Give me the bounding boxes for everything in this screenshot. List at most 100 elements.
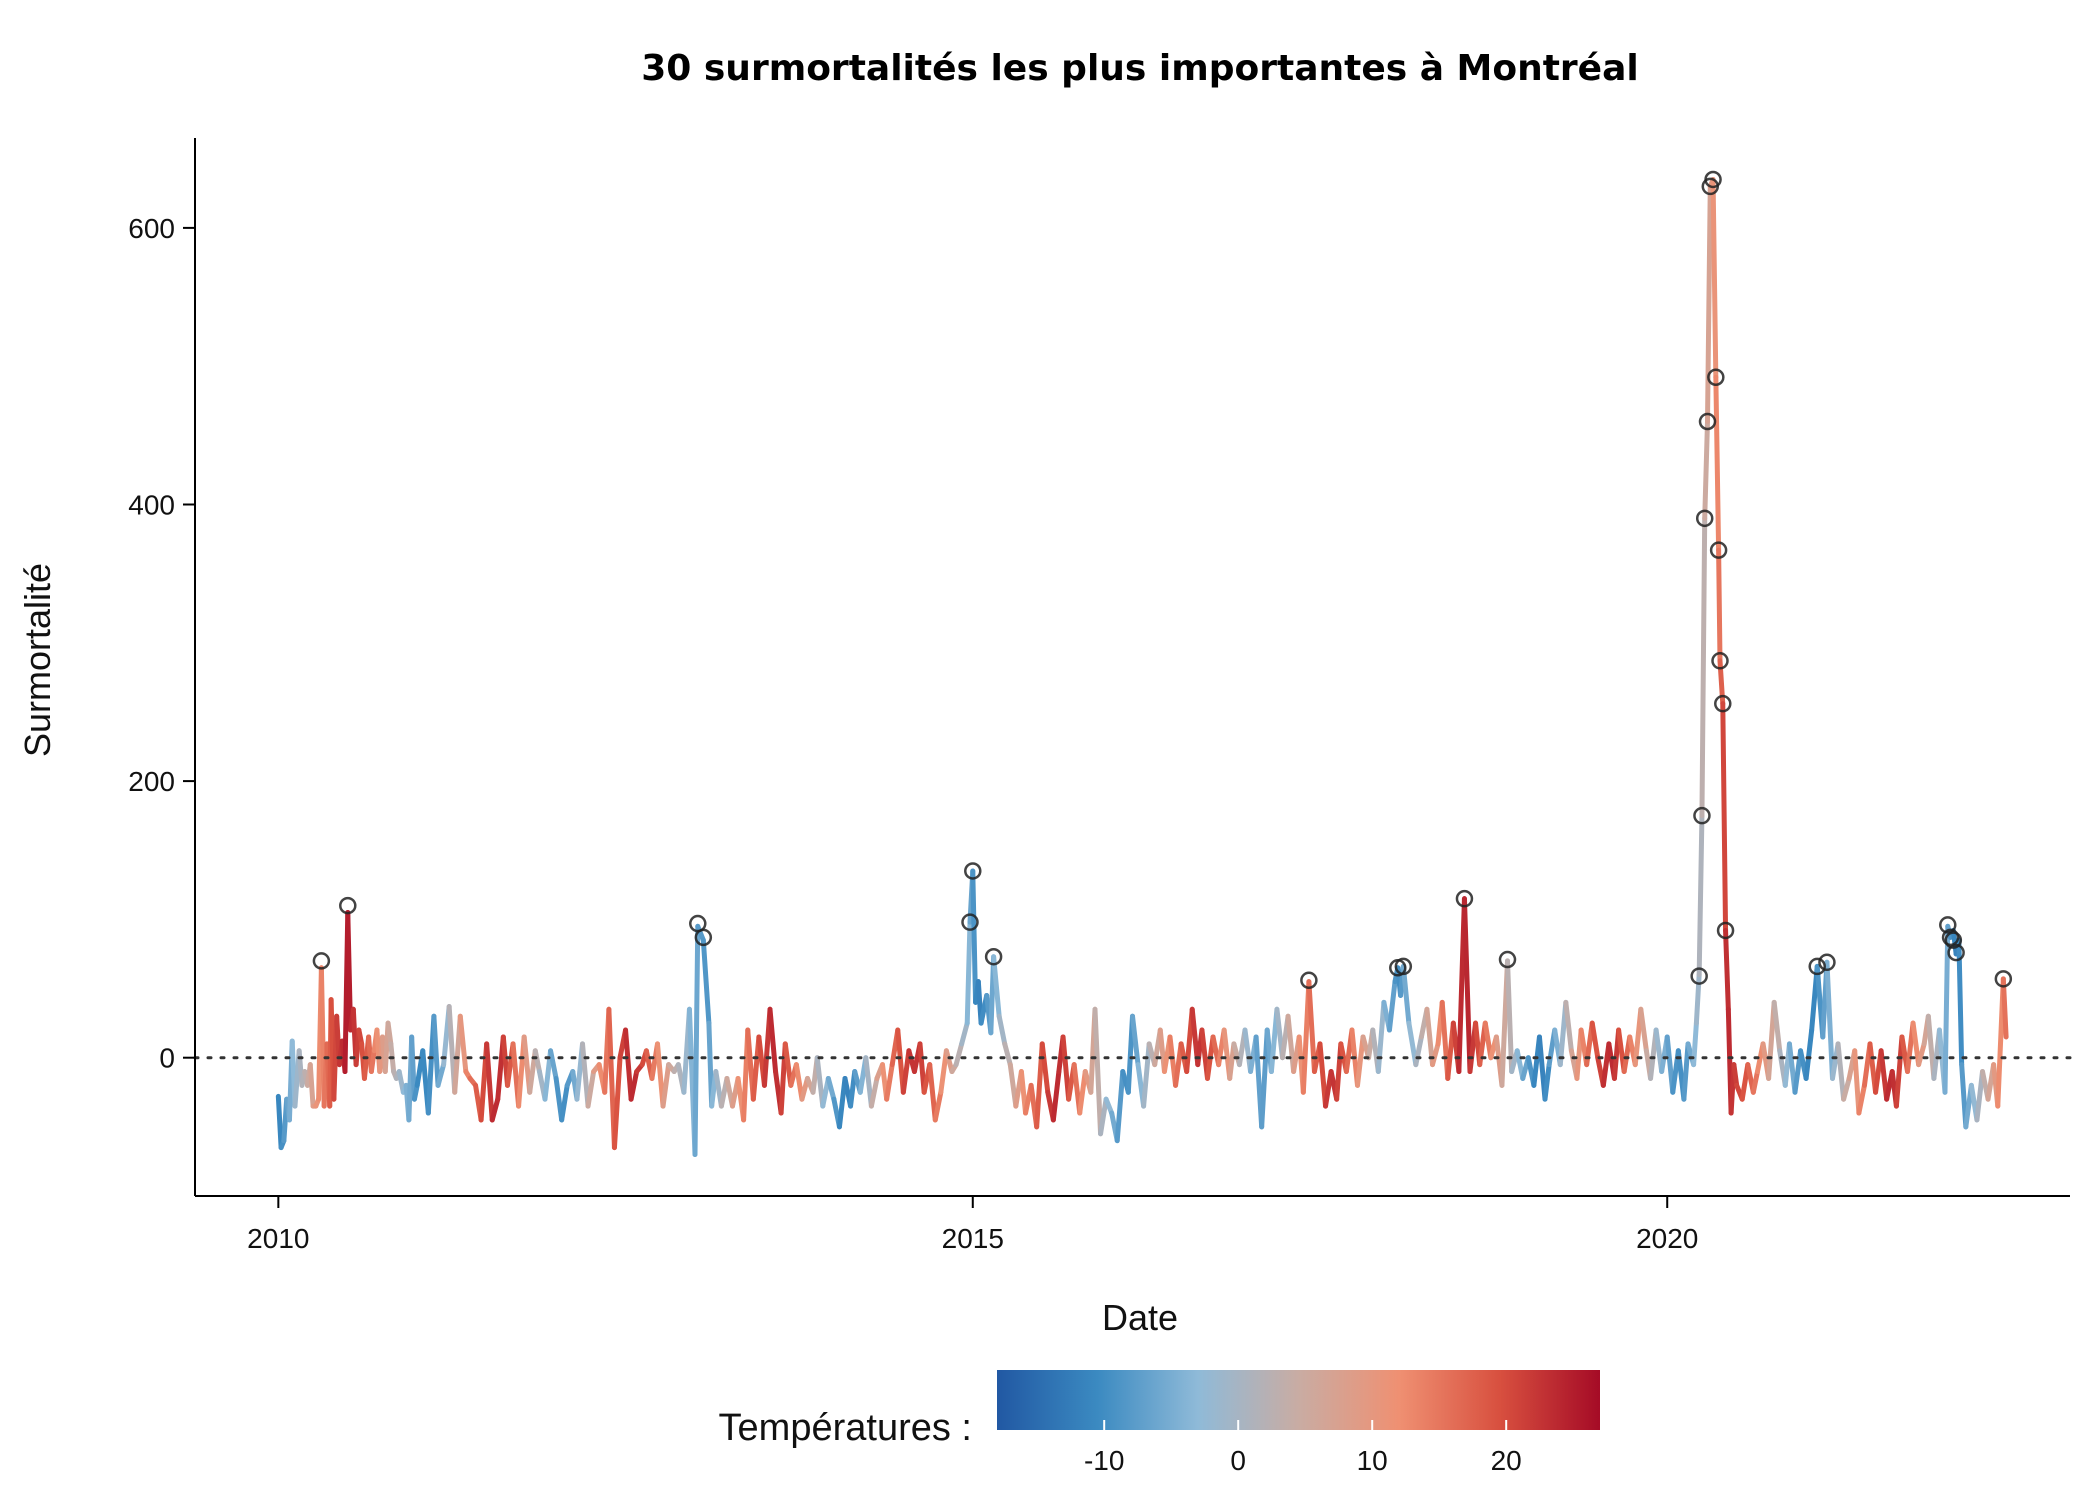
highlight-point xyxy=(1498,950,1517,969)
series-segment xyxy=(1114,1069,1126,1144)
series-segment xyxy=(868,1075,880,1109)
series-segment xyxy=(1696,813,1705,978)
series-segment xyxy=(938,1048,949,1095)
series-segment xyxy=(489,1096,501,1123)
series-segment xyxy=(1638,1006,1649,1054)
series-segment xyxy=(1424,1006,1435,1068)
series-segment xyxy=(1317,1041,1329,1109)
x-axis-label: Date xyxy=(1102,1297,1178,1338)
series-segment xyxy=(884,1062,895,1102)
highlight-point xyxy=(694,928,713,947)
highlight-point xyxy=(1947,943,1965,962)
highlight-point xyxy=(1716,921,1735,940)
highlight-point xyxy=(1941,928,1960,947)
series-segment xyxy=(1430,1041,1441,1068)
series-segment xyxy=(1259,1027,1270,1130)
series-segment xyxy=(345,909,354,1033)
series-segment xyxy=(1803,1027,1815,1081)
series-segment xyxy=(660,1062,672,1109)
legend-tick-label: 20 xyxy=(1491,1445,1522,1476)
series-segment xyxy=(1716,547,1723,664)
series-segment xyxy=(996,1013,1008,1047)
series-segment xyxy=(1852,1048,1862,1116)
series-segment xyxy=(368,1048,377,1075)
series-segment xyxy=(435,1062,447,1088)
series-segment xyxy=(580,1041,591,1109)
series-segment xyxy=(959,1020,970,1047)
y-axis-ticks: 0 200 400 600 xyxy=(128,213,195,1074)
highlight-point xyxy=(1944,931,1963,949)
series-segment xyxy=(1942,923,1951,1095)
highlight-point xyxy=(1808,957,1826,976)
highlight-point xyxy=(1455,889,1474,908)
series-segment xyxy=(1835,1041,1847,1102)
series-segment xyxy=(1375,999,1387,1075)
highlight-point xyxy=(1704,170,1722,189)
series-segment xyxy=(1355,1034,1366,1088)
series-segment xyxy=(457,1013,469,1075)
x-axis-ticks: 2010 2015 2020 xyxy=(247,1196,1698,1254)
highlight-point xyxy=(1300,971,1318,990)
series-segment xyxy=(1856,1082,1867,1116)
highlight-point xyxy=(1939,916,1957,934)
x-tick-label: 2020 xyxy=(1636,1223,1698,1254)
series-segment xyxy=(943,1048,955,1075)
y-tick-label: 400 xyxy=(128,489,175,520)
series-segment xyxy=(1141,1041,1152,1109)
series-segment xyxy=(825,1075,837,1102)
x-tick-label: 2015 xyxy=(942,1223,1004,1254)
series-segment xyxy=(1098,1096,1109,1137)
series-segment xyxy=(1130,1013,1141,1068)
series-segment xyxy=(1893,1034,1905,1109)
series-segment xyxy=(1723,927,1731,1012)
highlight-point xyxy=(1698,412,1717,431)
series-segment xyxy=(1563,999,1574,1054)
series-segment xyxy=(1505,958,1515,1075)
series-segment xyxy=(1681,1041,1691,1102)
series-segment xyxy=(431,1013,441,1088)
series-segment xyxy=(900,1048,912,1095)
series-segment xyxy=(385,1020,394,1047)
series-segment xyxy=(1400,963,1412,1026)
highlight-point xyxy=(1394,957,1413,976)
series-segment xyxy=(1050,1069,1062,1123)
series-segment xyxy=(585,1069,597,1109)
series-segment xyxy=(1731,1062,1740,1088)
legend-ticks: -10 0 10 20 xyxy=(1084,1420,1522,1476)
series-segment xyxy=(548,1048,559,1081)
series-segment xyxy=(782,1041,794,1088)
highlight-point xyxy=(961,913,979,931)
x-tick-label: 2010 xyxy=(247,1223,309,1254)
series-segment xyxy=(1956,937,1965,1068)
series-segment xyxy=(623,1027,634,1102)
series-segment xyxy=(611,1055,623,1151)
highlight-point xyxy=(1818,953,1836,972)
series-segment xyxy=(1713,374,1722,553)
series-segment xyxy=(559,1082,570,1123)
legend-tick-label: -10 xyxy=(1084,1445,1124,1476)
y-axis-label: Surmortalité xyxy=(17,563,58,757)
highlight-point xyxy=(1695,509,1714,528)
chart-title: 30 surmortalités les plus importantes à … xyxy=(641,48,1638,89)
highlight-point xyxy=(1994,970,2013,988)
series-segment xyxy=(532,1048,542,1075)
series-segment xyxy=(1413,1034,1424,1068)
series-segment xyxy=(1702,419,1710,521)
series-segment xyxy=(927,1062,938,1123)
series-segment xyxy=(692,923,701,1158)
series-segment xyxy=(1916,1041,1927,1068)
series-segment xyxy=(1077,1069,1088,1116)
series-segment xyxy=(1710,176,1719,380)
legend-colorbar xyxy=(997,1370,1600,1430)
series-segment xyxy=(1705,183,1713,425)
highlight-point xyxy=(1707,368,1725,387)
series-segment xyxy=(1092,1006,1104,1137)
series-segment xyxy=(1824,959,1835,1081)
series-segment xyxy=(1060,1034,1072,1102)
highlight-point xyxy=(984,947,1003,966)
temperature-legend: Températures : -10 0 10 20 xyxy=(719,1370,1600,1476)
series-segment xyxy=(628,1069,640,1102)
series-segment xyxy=(1910,1020,1922,1068)
y-tick-label: 200 xyxy=(128,766,175,797)
